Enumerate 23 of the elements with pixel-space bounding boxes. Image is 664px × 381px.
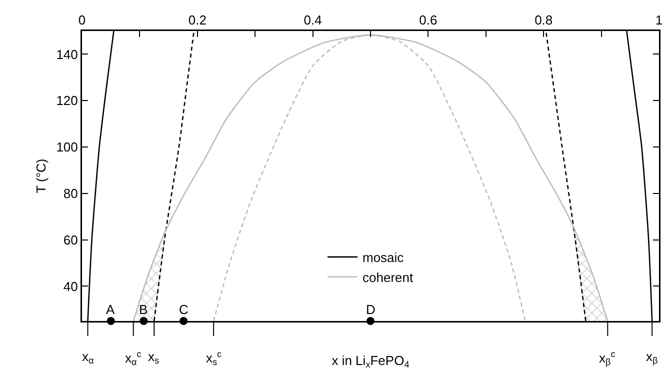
annotation: C <box>179 302 188 317</box>
y-tick-label: 120 <box>56 93 78 108</box>
x-tick-label: 0.4 <box>304 12 322 28</box>
annotation: x$_{α}$ <box>82 349 94 366</box>
annotation: x$_{s}$ <box>148 349 160 366</box>
x-tick-label: 0.6 <box>419 12 438 28</box>
y-tick-label: 60 <box>63 232 78 248</box>
x-tick-label: 1 <box>655 12 663 28</box>
x-tick-label: 0 <box>78 12 86 28</box>
y-tick-label: 80 <box>63 186 78 201</box>
x-axis-title: x in Li$_{x}$FePO$_{4}$ <box>332 352 410 370</box>
x-tick-label: 0.2 <box>188 12 206 28</box>
annotation: x$_{β}$ <box>646 349 658 366</box>
y-tick-label: 140 <box>56 46 78 62</box>
x-tick-label: 0.8 <box>534 12 553 28</box>
y-axis-title: T (°C) <box>34 158 48 194</box>
y-tick-label: 100 <box>56 140 78 155</box>
y-tick-label: 40 <box>63 278 78 294</box>
legend-label: mosaic <box>362 250 404 266</box>
annotation: D <box>366 302 376 317</box>
legend-label: coherent <box>362 270 414 285</box>
annotation: A <box>106 302 115 317</box>
annotation: B <box>139 302 148 317</box>
